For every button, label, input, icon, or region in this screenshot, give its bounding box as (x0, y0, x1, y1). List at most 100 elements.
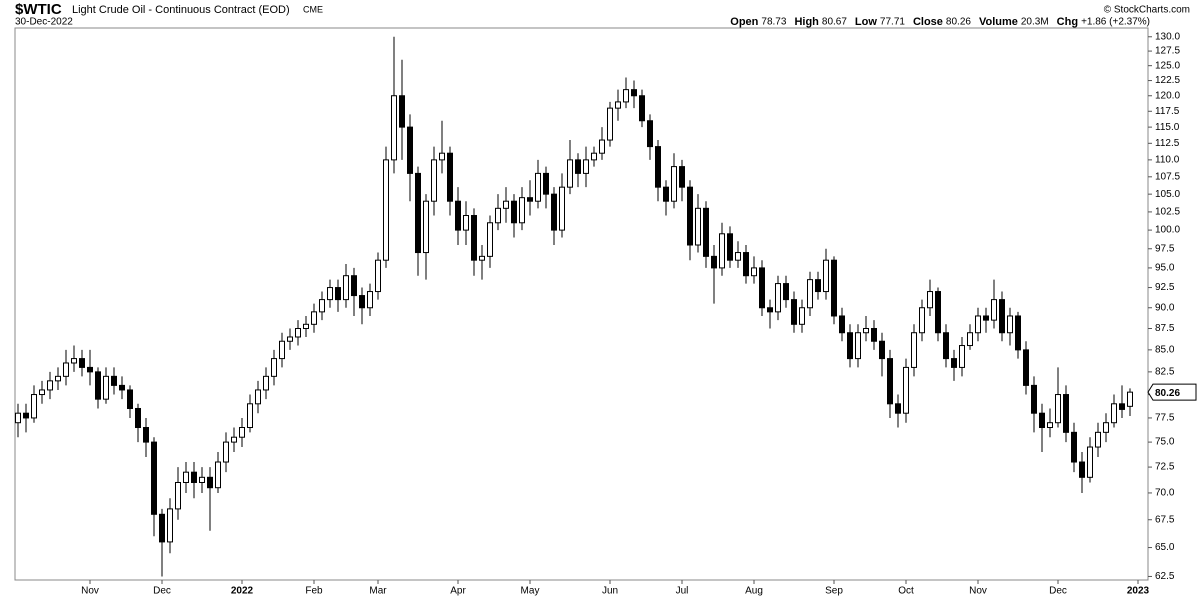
candle-body (767, 307, 773, 313)
symbol: $WTIC (15, 1, 62, 18)
y-tick-label: 115.0 (1155, 122, 1180, 133)
candle-body (183, 471, 189, 483)
candle-body (167, 508, 173, 543)
candle-body (247, 403, 253, 429)
candle-body (79, 358, 85, 368)
candle-body (1039, 412, 1045, 429)
candle-body (1007, 315, 1013, 334)
candle-body (583, 159, 589, 174)
candle-body (527, 197, 533, 202)
candle-body (231, 436, 237, 443)
y-tick-label: 100.0 (1155, 225, 1180, 236)
candle-body (663, 186, 669, 202)
candle-body (871, 328, 877, 342)
last-price-tag (1147, 383, 1197, 401)
quote-label: Low (855, 16, 877, 28)
candle-body (215, 461, 221, 489)
candle-body (135, 407, 141, 429)
candle-body (687, 186, 693, 246)
candle-body (759, 267, 765, 309)
quote-value: 78.73 (761, 17, 786, 28)
candle-body (751, 267, 757, 277)
candle-body (807, 279, 813, 309)
y-tick-label: 125.0 (1155, 60, 1180, 71)
candle-body (487, 222, 493, 257)
candle-body (655, 146, 661, 188)
candle-body (1023, 349, 1029, 386)
candle-body (479, 255, 485, 261)
y-tick-label: 70.0 (1155, 488, 1175, 499)
candle-body (1087, 446, 1093, 478)
candle-body (647, 120, 653, 148)
candle-body (23, 412, 29, 419)
candle-body (1063, 394, 1069, 433)
y-tick-label: 62.5 (1155, 571, 1175, 582)
candle-body (719, 233, 725, 269)
candle-body (967, 332, 973, 347)
candle-body (639, 95, 645, 122)
y-tick-label: 122.5 (1155, 75, 1180, 86)
candle-body (263, 375, 269, 391)
y-tick-label: 92.5 (1155, 282, 1175, 293)
candle-body (455, 200, 461, 231)
candle-body (1071, 431, 1077, 463)
candle-body (1127, 391, 1133, 407)
candle-body (743, 252, 749, 277)
y-tick-label: 105.0 (1155, 189, 1180, 200)
x-tick-label: Sep (825, 586, 843, 597)
candle-body (519, 197, 525, 224)
candle-body (279, 340, 285, 360)
candle-body (303, 323, 309, 330)
candle-body (831, 259, 837, 317)
x-tick-label: Oct (898, 586, 914, 597)
candle-body (1055, 394, 1061, 424)
candle-body (975, 315, 981, 334)
candle-body (919, 307, 925, 334)
instrument-name: Light Crude Oil - Continuous Contract (E… (72, 4, 290, 16)
candle-body (551, 193, 557, 231)
candle-body (991, 299, 997, 321)
candle-body (927, 291, 933, 309)
x-tick-label: Dec (1049, 586, 1067, 597)
y-tick-label: 107.5 (1155, 171, 1180, 182)
candle-body (207, 476, 213, 489)
candle-body (199, 476, 205, 483)
date: 30-Dec-2022 (15, 17, 73, 28)
candle-body (1015, 315, 1021, 351)
candle-body (407, 126, 413, 174)
candle-body (959, 345, 965, 368)
candle-body (815, 279, 821, 293)
candle-body (1047, 422, 1053, 429)
candle-body (239, 427, 245, 438)
candle-body (591, 152, 597, 161)
candle-body (839, 315, 845, 334)
candle-body (63, 362, 69, 377)
candle-body (511, 200, 517, 224)
candle-body (679, 166, 685, 188)
candle-body (391, 95, 397, 161)
candle-body (895, 403, 901, 414)
candle-body (311, 311, 317, 325)
quote-value: 20.3M (1021, 17, 1049, 28)
candle-body (607, 107, 613, 141)
candle-body (39, 389, 45, 396)
candle-body (911, 332, 917, 368)
candle-body (503, 200, 509, 209)
candle-body (999, 299, 1005, 334)
quote-label: Open (730, 16, 758, 28)
quote-label: High (794, 16, 819, 28)
candle-body (295, 328, 301, 338)
candle-body (631, 89, 637, 97)
candle-body (703, 207, 709, 257)
candle-body (623, 89, 629, 103)
candle-body (111, 375, 117, 386)
candle-body (423, 200, 429, 254)
x-tick-label: 2022 (231, 586, 254, 597)
quote-value: 77.71 (880, 17, 905, 28)
x-tick-label: Jul (676, 586, 689, 597)
candle-body (159, 513, 165, 543)
quote-value: +1.86 (+2.37%) (1081, 17, 1150, 28)
